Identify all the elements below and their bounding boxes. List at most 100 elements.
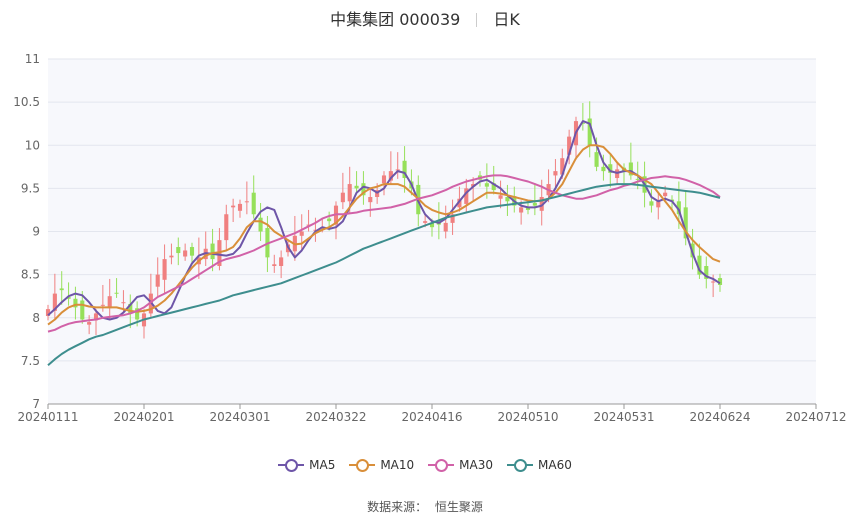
legend-marker <box>428 459 455 472</box>
candle-body <box>663 192 668 197</box>
x-tick-label: 20240624 <box>689 410 750 424</box>
y-tick-label: 9.5 <box>21 181 40 195</box>
legend-dot <box>514 459 528 472</box>
legend-item-ma30[interactable]: MA30 <box>428 458 493 472</box>
candle-body <box>553 171 558 176</box>
candle-body <box>107 296 112 309</box>
y-tick-label: 11 <box>25 52 40 66</box>
candle-body <box>717 278 723 285</box>
legend-dot <box>435 459 449 472</box>
candle-body <box>244 201 249 203</box>
y-tick-label: 8.5 <box>21 268 40 282</box>
candle-body <box>395 169 400 171</box>
candle-body <box>505 197 510 202</box>
candle-body <box>656 201 661 208</box>
y-tick-label: 7.5 <box>21 354 40 368</box>
legend-marker <box>278 459 305 472</box>
x-tick-label: 20240301 <box>209 410 270 424</box>
candle-body <box>93 313 99 321</box>
legend-dot <box>285 459 299 472</box>
candle-body <box>532 203 537 206</box>
ma-line-ma30 <box>47 174 721 333</box>
y-tick-label: 8 <box>32 311 40 325</box>
source-label: 数据来源： <box>367 500 428 514</box>
legend-label: MA30 <box>459 458 494 472</box>
candle-body <box>183 250 188 257</box>
candle-body <box>519 207 524 213</box>
candle-body <box>340 192 345 203</box>
chart-title: 中集集团 000039 日K <box>0 6 850 30</box>
candle-body <box>464 188 469 204</box>
candle-body <box>258 217 263 232</box>
candle-body <box>279 257 284 266</box>
candle-body <box>121 302 126 304</box>
candle-body <box>498 195 503 199</box>
candle-body <box>423 221 428 223</box>
legend-label: MA60 <box>538 458 572 472</box>
title-separator <box>476 13 478 27</box>
candle-body <box>491 183 496 191</box>
candle-body <box>704 266 709 279</box>
legend-marker <box>507 459 534 472</box>
candle-body <box>539 197 544 211</box>
y-tick-label: 9 <box>32 225 40 239</box>
candle-body <box>59 288 64 291</box>
legend-item-ma10[interactable]: MA10 <box>349 458 414 472</box>
y-tick-label: 7 <box>32 397 40 411</box>
candle-body <box>176 247 181 254</box>
candle-body <box>155 274 160 287</box>
candle-body <box>327 218 332 222</box>
x-tick-label: 20240416 <box>401 410 462 424</box>
x-tick-label: 20240111 <box>17 410 78 424</box>
x-tick-label: 20240510 <box>497 410 558 424</box>
candle-body <box>237 203 243 211</box>
x-tick-label: 20240531 <box>593 410 654 424</box>
candle-body <box>52 293 57 311</box>
candle-body <box>388 171 393 181</box>
candle-body <box>347 184 352 202</box>
candle-body <box>306 224 311 226</box>
ma-line-ma10 <box>47 144 721 326</box>
candle-body <box>402 160 407 179</box>
stock-title: 中集集团 000039 <box>330 10 461 29</box>
candle-body <box>628 162 633 176</box>
candle-body <box>580 122 585 124</box>
candle-body <box>443 222 448 232</box>
candle-body <box>272 264 277 266</box>
legend-label: MA5 <box>309 458 336 472</box>
candle-body <box>299 231 304 236</box>
candle-body <box>484 183 489 187</box>
candle-body <box>381 175 387 184</box>
candle-body <box>80 300 85 320</box>
candle-body <box>649 201 654 206</box>
kline-chart: 7 7.5 8 8.5 9 9.5 10 10.5 11 20240111 20240201 2024… <box>13 52 846 424</box>
candle-body <box>128 303 133 314</box>
candle-body <box>601 166 606 172</box>
candle-body <box>189 247 195 256</box>
legend-item-ma5[interactable]: MA5 <box>278 458 335 472</box>
candle-body <box>231 205 236 208</box>
candle-body <box>697 255 702 275</box>
candle-body <box>114 292 119 294</box>
candle-body <box>210 243 215 260</box>
ma-line-ma5 <box>47 120 721 321</box>
candle-body <box>224 214 229 241</box>
candle-body <box>471 184 476 187</box>
candle-body <box>594 152 599 167</box>
candle-body <box>429 222 435 228</box>
candle-body <box>100 304 105 306</box>
source-name: 恒生聚源 <box>434 500 483 514</box>
legend-dot <box>356 459 370 472</box>
candle-body <box>457 198 462 208</box>
candle-body <box>87 322 92 325</box>
candle-body <box>251 192 256 215</box>
data-source: 数据来源： 恒生聚源 <box>0 498 850 515</box>
candle-body <box>450 214 455 223</box>
legend-item-ma60[interactable]: MA60 <box>507 458 572 472</box>
x-tick-label: 20240201 <box>113 410 174 424</box>
period-label[interactable]: 日K <box>493 10 520 29</box>
x-tick-label: 20240712 <box>785 410 846 424</box>
candle-body <box>683 207 688 239</box>
candle-body <box>711 281 716 283</box>
candle-body <box>635 178 640 180</box>
